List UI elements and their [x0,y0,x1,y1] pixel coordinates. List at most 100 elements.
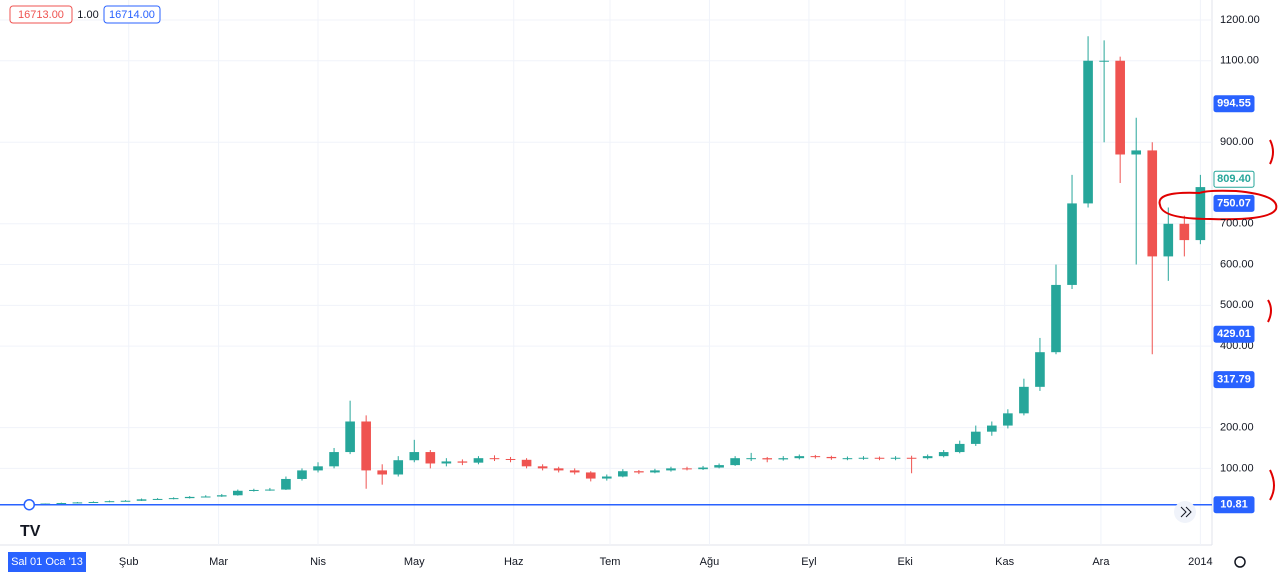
x-tick-label: Ağu [700,556,720,568]
candle-body [505,458,516,460]
candle-body [441,461,452,464]
candle-body [922,456,933,459]
candle-body [553,468,564,471]
candle-body [537,466,548,469]
price-label-box [1213,496,1255,514]
x-tick-label: Nis [310,556,326,568]
sell-price[interactable]: 16713.00 [18,9,64,21]
candle-body [666,468,676,471]
candle-body [409,452,420,461]
x-tick-label: Ara [1092,556,1110,568]
candle-body [874,457,885,459]
candle-body [970,431,981,444]
candle-body [393,460,404,475]
candle-body [249,489,259,491]
plot [0,36,1212,511]
candle-body [585,472,596,479]
candle-body [826,456,837,459]
candle-body [1179,223,1190,241]
x-tick-label: Şub [119,556,139,568]
settings-icon[interactable] [1234,556,1246,568]
x-tick-label: 2014 [1188,556,1212,568]
price-label-box [1213,170,1255,188]
crosshair-label: Sal 01 Oca '13 [11,556,83,568]
candle-body [794,456,805,459]
candle-body [473,458,484,463]
candle-body [281,478,291,490]
candle-body [200,496,211,498]
y-tick-label: 1100.00 [1220,55,1259,67]
candle-body [778,458,789,460]
candle-body [1067,203,1077,285]
x-tick-label: Tem [600,556,621,568]
candle-body [184,496,195,499]
price-label: 809.40 [1217,173,1251,185]
price-label: 429.01 [1217,328,1251,340]
candle-body [489,458,500,460]
candle-body [1115,60,1125,155]
candle-body [954,443,965,453]
grid [0,0,1212,545]
price-label: 317.79 [1217,373,1251,385]
price-label-box [1213,325,1255,343]
annotation [1269,469,1275,501]
candle-body [56,503,67,505]
candle-body [377,470,388,475]
order-panel[interactable]: 16713.00 1.00 16714.00 [9,5,161,24]
annotations [1158,139,1278,501]
candle-body [1163,223,1174,257]
candle-body [1099,60,1109,62]
candle-body [1195,187,1206,241]
price-label-box [1213,95,1255,113]
candle-body [425,452,436,464]
y-tick-label: 1200.00 [1220,14,1260,26]
candle-body [216,495,227,497]
buy-price[interactable]: 16714.00 [109,9,155,21]
candle-body [1131,150,1142,155]
candle-body [265,489,275,491]
candle-body [120,500,131,502]
y-tick-label: 200.00 [1220,422,1254,434]
price-line-handle [23,498,36,511]
candle-body [634,471,644,473]
candle-body [1051,284,1061,353]
candle-body [906,457,917,459]
candle-body [1147,150,1158,257]
y-tick-label: 500.00 [1220,299,1254,311]
x-tick-label: Kas [995,556,1014,568]
price-label: 750.07 [1217,197,1251,209]
sell-box[interactable] [9,5,73,24]
x-tick-label: Haz [504,556,524,568]
buy-box[interactable] [103,5,161,24]
candle-body [618,471,628,477]
candle-body [698,467,708,470]
candle-body [521,459,532,467]
candle-body [746,458,756,460]
candle-body [168,498,179,500]
x-tick-label: May [404,556,425,568]
annotation [1267,299,1272,323]
candle-body [762,458,773,460]
candle-body [682,468,692,470]
candle-body [1019,386,1029,414]
candle-body [136,499,147,501]
crosshair-label-box [8,552,86,572]
candle-body [569,470,580,473]
candle-body [152,498,163,500]
y-tick-label: 900.00 [1220,136,1254,148]
scroll-button[interactable] [1174,501,1196,523]
candle-body [1035,352,1045,387]
y-tick-label: 100.00 [1220,462,1254,474]
candle-body [810,456,821,458]
y-tick-label: 400.00 [1220,340,1254,352]
candle-body [297,470,307,479]
candle-body [313,466,323,471]
candle-body [601,476,612,479]
candle-body [1003,413,1013,426]
candle-body [104,501,115,503]
price-label: 10.81 [1220,499,1248,511]
candle-body [457,461,468,463]
annotation [1158,189,1278,221]
candle-body [987,425,997,432]
